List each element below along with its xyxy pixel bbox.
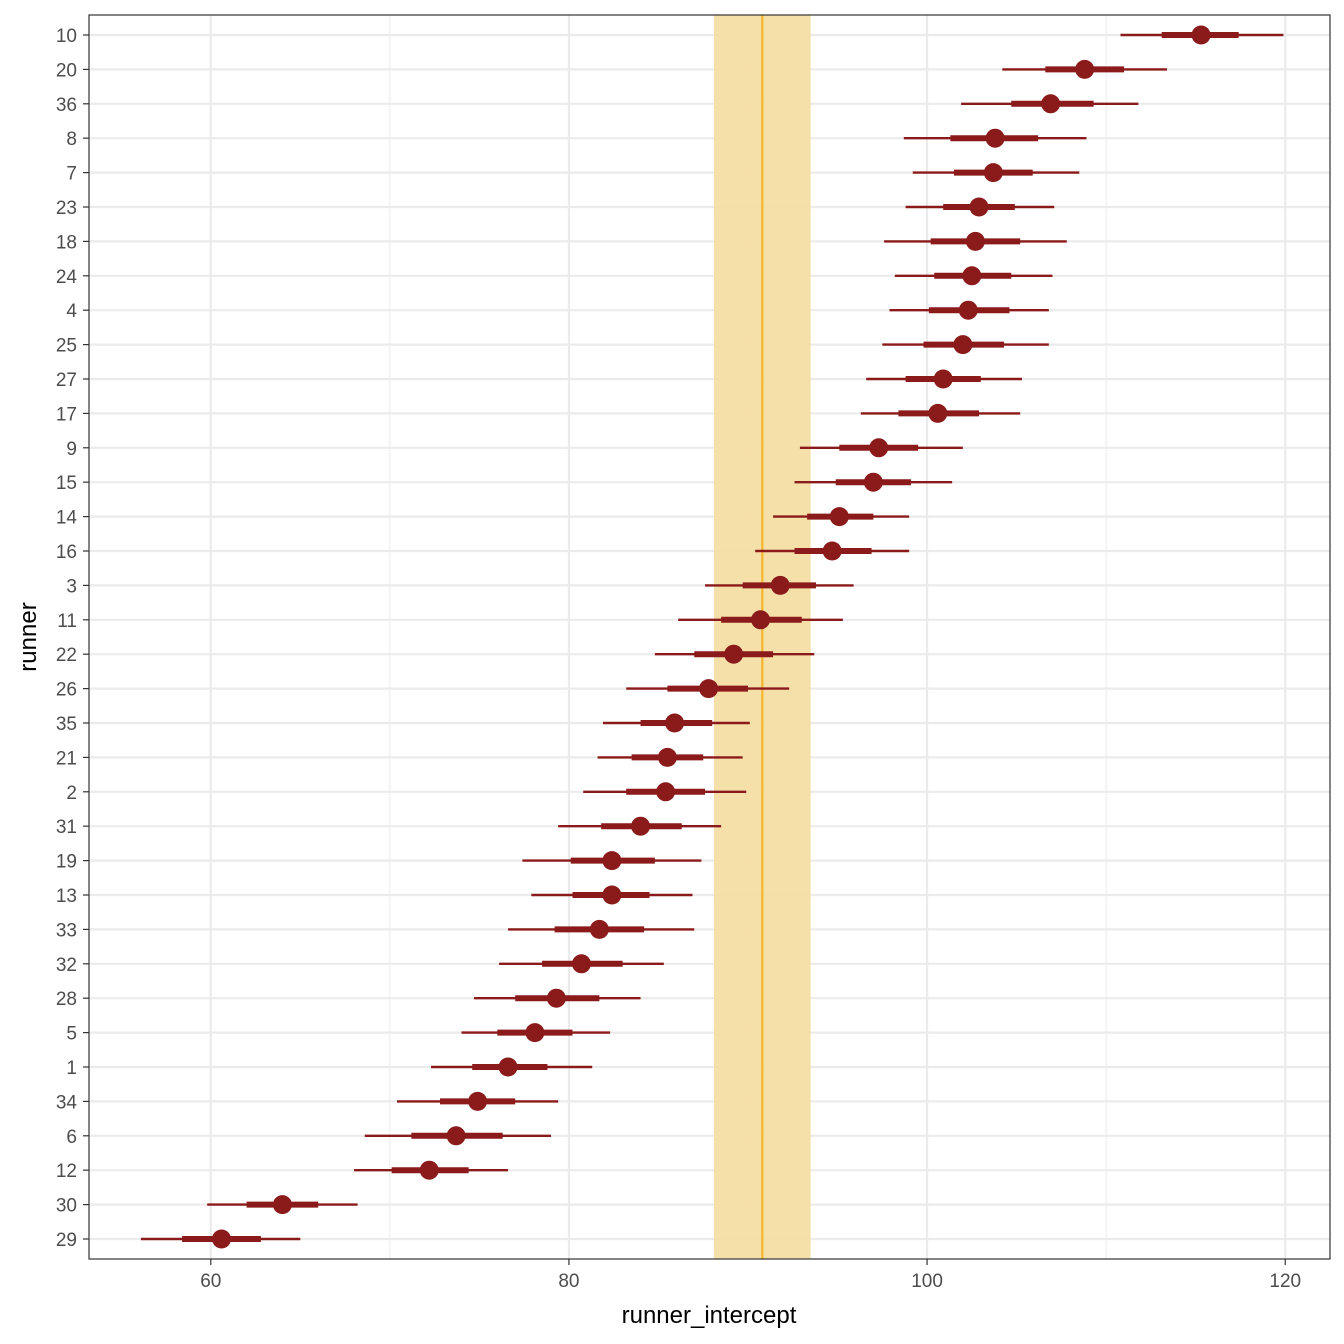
y-tick-label: 26 bbox=[56, 680, 77, 701]
y-tick-label: 33 bbox=[56, 920, 77, 941]
reference-band-group bbox=[713, 15, 811, 1259]
x-axis-title: runner_intercept bbox=[622, 1302, 797, 1329]
y-tick-label: 19 bbox=[56, 852, 77, 873]
y-tick-label: 18 bbox=[56, 232, 77, 253]
y-tick-label: 27 bbox=[56, 370, 77, 391]
y-tick-label: 16 bbox=[56, 542, 77, 563]
y-tick-label: 14 bbox=[56, 508, 78, 529]
point-estimate bbox=[589, 919, 609, 939]
point-estimate bbox=[724, 644, 744, 664]
panel-background bbox=[89, 15, 1330, 1259]
y-axis-title: runner bbox=[15, 602, 42, 671]
y-tick-label: 15 bbox=[56, 473, 77, 494]
point-estimate bbox=[969, 197, 989, 217]
y-tick-label: 11 bbox=[57, 611, 77, 632]
point-estimate bbox=[468, 1091, 488, 1111]
y-tick-label: 12 bbox=[56, 1161, 77, 1182]
point-estimate bbox=[446, 1126, 466, 1146]
y-tick-label: 3 bbox=[66, 576, 77, 597]
point-estimate bbox=[770, 575, 790, 595]
point-estimate bbox=[419, 1160, 439, 1180]
point-estimate bbox=[525, 1023, 545, 1043]
point-estimate bbox=[965, 231, 985, 251]
x-tick-label: 80 bbox=[558, 1271, 579, 1292]
y-tick-label: 34 bbox=[56, 1092, 78, 1113]
panel-border bbox=[88, 14, 1331, 1260]
y-tick-label: 13 bbox=[56, 886, 77, 907]
point-estimate bbox=[657, 747, 677, 767]
point-estimate bbox=[822, 541, 842, 561]
point-ranges bbox=[140, 25, 1284, 1249]
point-estimate bbox=[1191, 25, 1211, 45]
y-tick-label: 28 bbox=[56, 989, 77, 1010]
point-estimate bbox=[953, 335, 973, 355]
axis-ticks-and-labels: 60 80 100 120102036872318244252717915141631… bbox=[56, 26, 1301, 1292]
x-tick-label: 100 bbox=[911, 1271, 943, 1292]
point-estimate bbox=[928, 403, 948, 423]
y-tick-label: 10 bbox=[56, 26, 77, 47]
point-estimate bbox=[958, 300, 978, 320]
point-estimate bbox=[829, 507, 849, 527]
point-estimate bbox=[1075, 59, 1095, 79]
point-estimate bbox=[869, 438, 889, 458]
point-estimate bbox=[546, 988, 566, 1008]
point-estimate bbox=[665, 713, 685, 733]
point-estimate bbox=[699, 679, 719, 699]
y-tick-label: 36 bbox=[56, 95, 77, 116]
y-tick-label: 22 bbox=[56, 645, 77, 666]
y-tick-label: 24 bbox=[56, 267, 78, 288]
point-estimate bbox=[272, 1195, 292, 1215]
y-tick-label: 6 bbox=[66, 1127, 77, 1148]
y-tick-label: 31 bbox=[56, 817, 77, 838]
x-tick-label: 120 bbox=[1269, 1271, 1301, 1292]
point-estimate bbox=[863, 472, 883, 492]
point-estimate bbox=[631, 816, 651, 836]
point-estimate bbox=[602, 851, 622, 871]
y-tick-label: 8 bbox=[66, 129, 77, 150]
point-estimate bbox=[212, 1229, 232, 1249]
point-estimate bbox=[602, 885, 622, 905]
y-tick-label: 9 bbox=[66, 439, 77, 460]
y-tick-label: 7 bbox=[66, 164, 77, 185]
y-tick-label: 4 bbox=[66, 301, 77, 322]
y-tick-label: 32 bbox=[56, 955, 77, 976]
point-estimate bbox=[571, 954, 591, 974]
point-estimate bbox=[656, 782, 676, 802]
y-tick-label: 30 bbox=[56, 1196, 77, 1217]
y-tick-label: 1 bbox=[66, 1058, 77, 1079]
point-estimate bbox=[751, 610, 771, 630]
point-estimate bbox=[498, 1057, 518, 1077]
y-tick-label: 17 bbox=[56, 404, 77, 425]
y-tick-label: 21 bbox=[56, 748, 77, 769]
y-tick-label: 35 bbox=[56, 714, 77, 735]
point-estimate bbox=[962, 266, 982, 286]
y-tick-label: 20 bbox=[56, 60, 77, 81]
point-estimate bbox=[985, 128, 1005, 148]
x-tick-label: 60 bbox=[200, 1271, 221, 1292]
point-estimate bbox=[1041, 94, 1061, 114]
point-estimate bbox=[933, 369, 953, 389]
point-estimate bbox=[983, 163, 1003, 183]
y-tick-label: 23 bbox=[56, 198, 77, 219]
y-tick-label: 25 bbox=[56, 336, 77, 357]
y-tick-label: 2 bbox=[66, 783, 77, 804]
y-tick-label: 5 bbox=[66, 1024, 77, 1045]
y-tick-label: 29 bbox=[56, 1230, 77, 1251]
